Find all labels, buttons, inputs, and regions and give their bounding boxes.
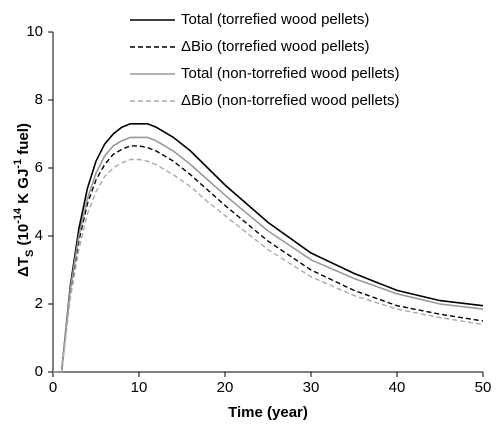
series-line bbox=[53, 145, 484, 373]
x-tick-label: 20 bbox=[217, 379, 234, 396]
y-tick-label: 2 bbox=[35, 295, 43, 312]
series-line bbox=[53, 136, 484, 373]
y-axis-label-part: (10 bbox=[15, 224, 32, 250]
y-tick-label: 8 bbox=[35, 91, 43, 108]
x-axis-label: Time (year) bbox=[228, 404, 308, 421]
y-axis-label-part: fuel) bbox=[15, 123, 32, 159]
y-axis-label: ΔTS (10-14 K GJ-1 fuel) bbox=[12, 123, 36, 277]
y-tick-label: 4 bbox=[35, 227, 43, 244]
y-axis-label-part: S bbox=[24, 250, 36, 257]
x-tick-label: 10 bbox=[131, 379, 148, 396]
y-axis-label-part: -14 bbox=[12, 207, 24, 224]
legend-label: Total (non-torrefied wood pellets) bbox=[181, 65, 399, 82]
legend-label: ΔBio (non-torrefied wood pellets) bbox=[181, 92, 399, 109]
x-tick-label: 40 bbox=[389, 379, 406, 396]
y-tick-label: 6 bbox=[35, 159, 43, 176]
legend-label: Total (torrefied wood pellets) bbox=[181, 11, 369, 28]
y-axis-label-part: K GJ bbox=[15, 169, 32, 208]
x-tick-label: 30 bbox=[303, 379, 320, 396]
y-axis-label-part: ΔT bbox=[15, 257, 32, 277]
y-tick-label: 0 bbox=[35, 363, 43, 380]
series-line bbox=[53, 123, 484, 373]
x-tick-label: 0 bbox=[49, 379, 57, 396]
y-axis-label-part: -1 bbox=[12, 159, 24, 169]
y-tick-label: 10 bbox=[26, 23, 43, 40]
x-tick-label: 50 bbox=[475, 379, 492, 396]
series-line bbox=[53, 158, 484, 373]
legend-label: ΔBio (torrefied wood pellets) bbox=[181, 38, 369, 55]
